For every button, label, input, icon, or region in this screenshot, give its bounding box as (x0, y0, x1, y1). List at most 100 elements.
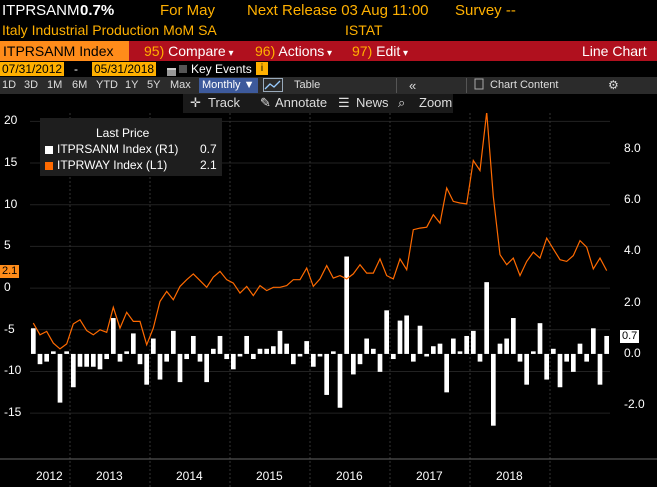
actions-button[interactable]: 96) Actions (255, 41, 332, 61)
itprsanm-bar (537, 323, 543, 354)
start-date-field[interactable]: 07/31/2012 (0, 62, 65, 76)
date-separator: - (74, 62, 78, 76)
frequency-select[interactable]: Monthly ▼ (199, 78, 258, 93)
itprsanm-bar (131, 333, 136, 354)
actions-key: 96) (255, 43, 276, 59)
view-type-label[interactable]: Line Chart (582, 43, 647, 59)
key-events-info-icon[interactable]: i (256, 62, 268, 75)
itprsanm-bar (151, 338, 156, 354)
itprsanm-bar (591, 328, 596, 354)
itprsanm-bar (191, 335, 196, 354)
right-axis-tick: 2.0 (624, 294, 641, 309)
period-button-3d[interactable]: 3D (24, 79, 39, 91)
actions-label: Actions (278, 43, 332, 59)
legend-value-itprsanm: 0.7 (200, 142, 217, 156)
itprsanm-bar (204, 353, 209, 383)
right-axis-tick: 8.0 (624, 140, 641, 155)
edit-button[interactable]: 97) Edit (352, 41, 408, 61)
period-button-5y[interactable]: 5Y (147, 79, 161, 91)
x-axis-tick: 2013 (96, 469, 123, 483)
date-range-row: 07/31/2012 - 05/31/2018 Key Events i (0, 61, 657, 77)
legend-label-itprway: ITPRWAY Index (L1) (57, 158, 168, 172)
period-button-1y[interactable]: 1Y (125, 79, 139, 91)
left-axis-tick: 0 (4, 280, 11, 295)
left-axis-tick: -10 (4, 363, 22, 378)
itprsanm-bar (451, 338, 456, 354)
itprsanm-bar (564, 353, 569, 362)
itprsanm-bar (464, 335, 469, 354)
next-release-label: Next Release 03 Aug 11:00 (247, 2, 429, 19)
track-button[interactable]: Track (208, 95, 241, 110)
gear-icon[interactable]: ⚙ (608, 78, 619, 92)
track-icon[interactable]: ✛ (190, 95, 201, 110)
itprsanm-bar (557, 353, 563, 388)
itprsanm-bar (311, 353, 316, 367)
itprsanm-bar (104, 353, 109, 360)
itprsanm-bar (97, 353, 103, 370)
period-button-max[interactable]: Max (170, 79, 191, 91)
itprsanm-bar (184, 353, 189, 360)
itprsanm-bar (404, 315, 409, 354)
edit-key: 97) (352, 43, 373, 59)
itprsanm-bar (117, 353, 123, 362)
period-button-1d[interactable]: 1D (2, 79, 17, 91)
itprsanm-bar (277, 330, 283, 354)
itprsanm-bar (284, 343, 289, 354)
left-axis-tick: 5 (4, 238, 11, 253)
chevron-down-icon: ▼ (240, 79, 255, 91)
itprsanm-bar (471, 330, 476, 354)
itprsanm-bar (391, 353, 396, 360)
news-icon[interactable]: ☰ (338, 95, 350, 110)
itprsanm-bar (244, 335, 249, 354)
chart-content-button[interactable]: Chart Content (490, 79, 559, 91)
itprsanm-bar (124, 351, 129, 354)
chart-legend: Last Price ITPRSANM Index (R1) 0.7 ITPRW… (40, 118, 222, 176)
period-button-1m[interactable]: 1M (47, 79, 63, 91)
itprsanm-bar (171, 330, 176, 354)
period-toolbar: 1D 3D 1M 6M YTD 1Y 5Y Max Monthly ▼ Table « Cha… (0, 77, 657, 94)
news-button[interactable]: News (356, 95, 389, 110)
itprsanm-bar (237, 353, 243, 357)
calendar-icon[interactable] (167, 64, 177, 82)
itprsanm-bar (217, 335, 223, 354)
x-axis-tick: 2016 (336, 469, 363, 483)
period-button-6m[interactable]: 6M (72, 79, 88, 91)
table-button[interactable]: Table (294, 79, 321, 91)
security-field[interactable]: ITPRSANM Index (0, 41, 129, 61)
end-date-field[interactable]: 05/31/2018 (92, 62, 157, 76)
itprsanm-bar (224, 353, 229, 360)
x-axis-tick: 2012 (36, 469, 63, 483)
itprsanm-bar (424, 353, 429, 357)
annotate-icon[interactable]: ✎ (260, 95, 271, 110)
edit-label: Edit (376, 43, 408, 59)
itprsanm-bar (524, 353, 529, 385)
itprsanm-bar (571, 353, 576, 372)
itprsanm-bar (251, 353, 256, 360)
zoom-icon[interactable]: ⌕ (398, 95, 406, 110)
itprsanm-bar (504, 338, 509, 354)
compare-button[interactable]: 95) Compare (144, 41, 234, 61)
collapse-icon[interactable]: « (409, 78, 417, 93)
right-axis-tick: 6.0 (624, 192, 641, 207)
annotate-button[interactable]: Annotate (275, 95, 328, 110)
itprsanm-bar (597, 353, 603, 385)
separator (396, 78, 397, 93)
key-events-checkbox[interactable] (179, 65, 187, 73)
itprsanm-bar (211, 348, 216, 354)
itprsanm-bar (144, 353, 149, 385)
itprsanm-bar (337, 353, 343, 408)
key-events-label: Key Events (191, 62, 252, 76)
itprsanm-bar (531, 351, 536, 354)
itprsanm-bar (491, 353, 496, 426)
period-button-ytd[interactable]: YTD (96, 79, 118, 91)
itprsanm-bar (431, 346, 436, 354)
legend-label-itprsanm: ITPRSANM Index (R1) (57, 142, 179, 156)
chart-style-icon[interactable] (263, 78, 283, 93)
right-axis-tick: 0.0 (624, 345, 641, 360)
itprsanm-bar (377, 353, 383, 372)
itprsanm-bar (157, 353, 163, 380)
zoom-button[interactable]: Zoom (419, 95, 453, 110)
itprsanm-bar (264, 348, 269, 354)
itprsanm-bar (91, 353, 96, 367)
legend-title: Last Price (96, 126, 150, 140)
